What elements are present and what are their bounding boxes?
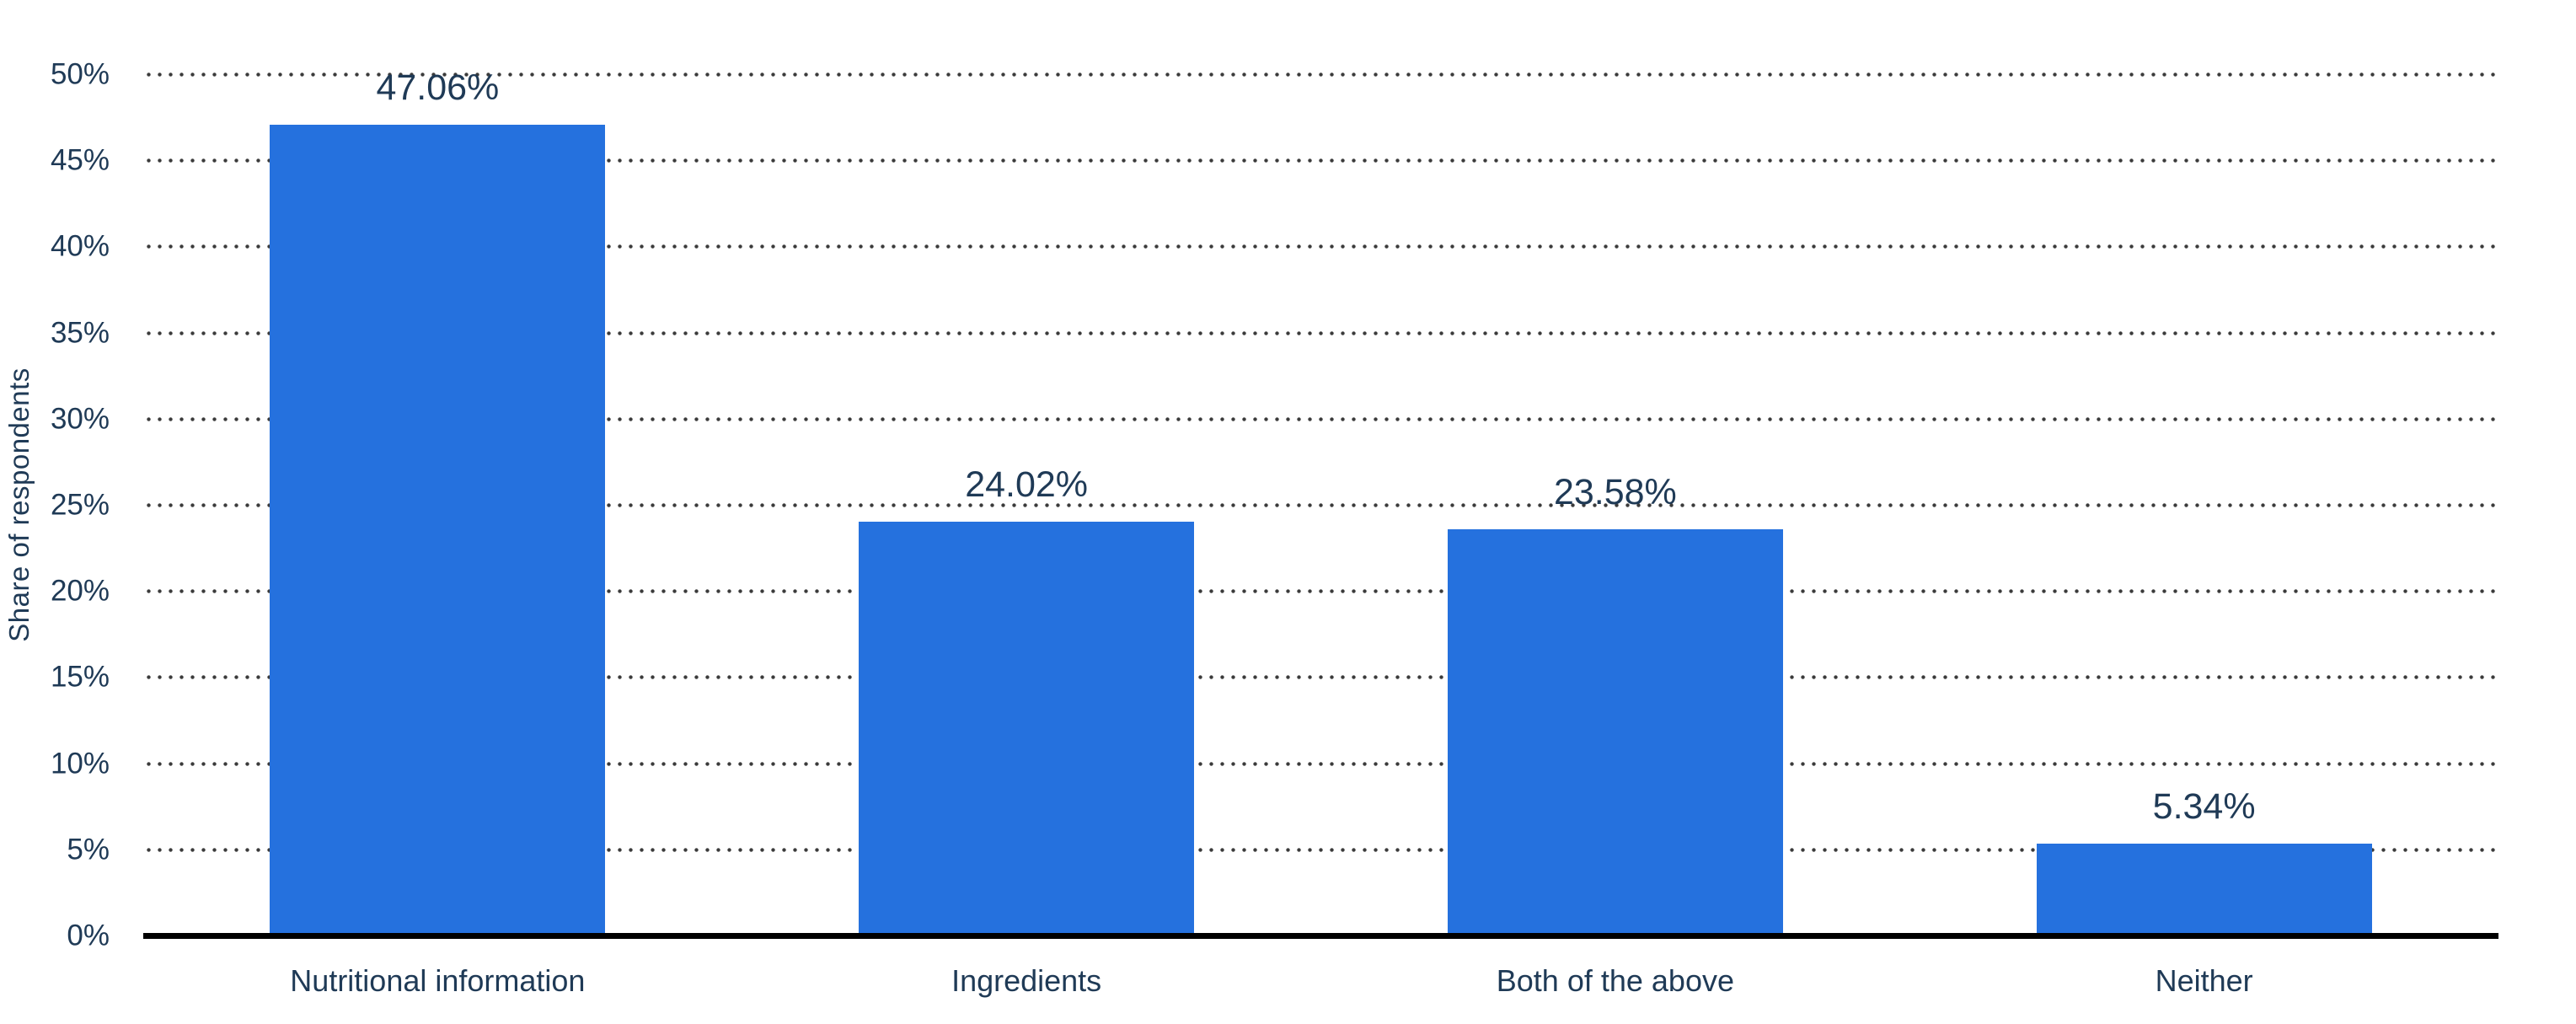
x-category-label: Both of the above (1496, 963, 1734, 998)
gridline (143, 244, 2498, 249)
y-tick-label: 15% (50, 660, 110, 694)
y-tick-label: 10% (50, 747, 110, 780)
y-tick-label: 35% (50, 316, 110, 350)
gridline (143, 416, 2498, 421)
bar-4 (2037, 844, 2372, 936)
bar-1 (270, 125, 605, 936)
gridline (143, 847, 2498, 852)
gridline (143, 72, 2498, 77)
bar-value-label: 5.34% (2152, 786, 2256, 827)
x-axis-line (143, 933, 2498, 939)
x-category-label: Neither (2155, 963, 2253, 998)
x-category-label: Nutritional information (290, 963, 586, 998)
gridline (143, 761, 2498, 766)
gridline (143, 675, 2498, 680)
y-tick-label: 20% (50, 574, 110, 608)
y-tick-label: 25% (50, 488, 110, 522)
bar-value-label: 23.58% (1553, 472, 1677, 512)
x-category-label: Ingredients (951, 963, 1102, 998)
gridline (143, 158, 2498, 164)
bar-value-label: 47.06% (376, 67, 500, 108)
y-tick-label: 0% (67, 919, 110, 952)
plot-area: 47.06% 24.02% 23.58% 5.34% (143, 70, 2498, 936)
gridline (143, 589, 2498, 594)
x-axis-labels: Nutritional information Ingredients Both o… (143, 962, 2498, 1013)
y-tick-label: 5% (67, 833, 110, 866)
gridline (143, 330, 2498, 335)
y-tick-label: 50% (50, 57, 110, 91)
bar-value-label: 24.02% (965, 464, 1089, 505)
y-tick-label: 45% (50, 143, 110, 177)
y-tick-label: 40% (50, 229, 110, 263)
bar-3 (1448, 529, 1783, 936)
y-axis-ticks: 0% 5% 10% 15% 20% 25% 30% 35% 40% 45% 50% (0, 0, 110, 1024)
y-tick-label: 30% (50, 402, 110, 436)
gridline (143, 503, 2498, 507)
bar-2 (859, 522, 1194, 936)
